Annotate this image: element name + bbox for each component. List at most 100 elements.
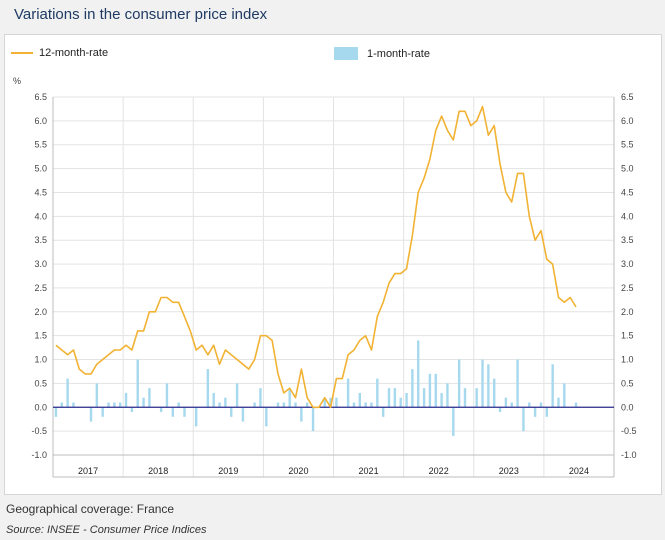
y-tick-label-right: 1.5 xyxy=(621,331,634,341)
legend-label-12-month-rate: 12-month-rate xyxy=(39,47,109,59)
y-tick-label-right: 5.5 xyxy=(621,140,634,150)
y-tick-label-left: 0.0 xyxy=(34,402,47,412)
monthly-bars xyxy=(54,340,578,436)
bar-1-month-rate xyxy=(159,407,163,413)
legend-label-1-month-rate: 1-month-rate xyxy=(367,47,430,60)
bar-1-month-rate xyxy=(574,402,578,408)
y-tick-label-right: 2.0 xyxy=(621,307,634,317)
x-year-label: 2023 xyxy=(499,466,519,476)
y-tick-label-right: -1.0 xyxy=(621,450,637,460)
bar-1-month-rate xyxy=(393,388,397,408)
bar-1-month-rate xyxy=(422,388,426,408)
bar-1-month-rate xyxy=(557,397,560,408)
x-year-label: 2019 xyxy=(218,466,238,476)
bar-1-month-rate xyxy=(294,402,297,408)
bar-1-month-rate xyxy=(487,364,490,408)
bar-1-month-rate xyxy=(241,407,245,422)
y-tick-label-right: 3.0 xyxy=(621,259,634,269)
y-unit-label: % xyxy=(13,76,21,86)
bar-1-month-rate xyxy=(376,378,379,408)
bar-1-month-rate xyxy=(352,402,356,408)
bar-1-month-rate xyxy=(411,369,414,408)
bar-1-month-rate xyxy=(463,388,467,408)
y-tick-label-right: 6.0 xyxy=(621,116,634,126)
bar-1-month-rate xyxy=(276,402,280,408)
bar-1-month-rate xyxy=(253,402,256,408)
bar-1-month-rate xyxy=(124,392,128,408)
y-tick-label-left: 2.5 xyxy=(34,283,47,293)
y-tick-label-right: 4.5 xyxy=(621,187,634,197)
bar-1-month-rate xyxy=(358,392,361,408)
y-tick-label-left: 5.5 xyxy=(34,140,47,150)
legend-bar-swatch xyxy=(334,47,358,60)
bar-1-month-rate xyxy=(265,407,268,427)
bar-1-month-rate xyxy=(428,373,432,408)
y-tick-label-left: 1.0 xyxy=(34,355,47,365)
y-tick-label-left: -0.5 xyxy=(31,426,47,436)
bar-1-month-rate xyxy=(335,397,338,408)
y-tick-label-right: 2.5 xyxy=(621,283,634,293)
legend-line-swatch xyxy=(11,52,33,54)
bar-1-month-rate xyxy=(475,388,478,408)
bar-1-month-rate xyxy=(224,397,227,408)
bar-1-month-rate xyxy=(528,402,531,408)
bar-1-month-rate xyxy=(545,407,548,417)
bar-1-month-rate xyxy=(370,402,373,408)
y-tick-label-left: 4.5 xyxy=(34,187,47,197)
bar-1-month-rate xyxy=(346,378,350,408)
bar-1-month-rate xyxy=(306,402,309,408)
bar-1-month-rate xyxy=(259,388,262,408)
bar-1-month-rate xyxy=(504,397,508,408)
y-tick-label-left: 0.5 xyxy=(34,378,47,388)
bar-1-month-rate xyxy=(551,364,554,408)
bar-1-month-rate xyxy=(235,383,239,408)
annual-line xyxy=(55,105,577,409)
bar-1-month-rate xyxy=(72,402,75,408)
bar-1-month-rate xyxy=(323,397,326,408)
page-title: Variations in the consumer price index xyxy=(14,6,268,23)
bar-1-month-rate xyxy=(481,359,484,408)
bar-1-month-rate xyxy=(282,402,286,408)
bar-1-month-rate xyxy=(498,407,502,413)
bar-1-month-rate xyxy=(136,359,139,408)
bar-1-month-rate xyxy=(329,397,332,408)
bar-1-month-rate xyxy=(405,392,408,408)
bar-1-month-rate xyxy=(95,383,99,408)
bar-1-month-rate xyxy=(311,407,315,432)
bar-1-month-rate xyxy=(417,340,420,408)
x-year-label: 2021 xyxy=(359,466,379,476)
bar-1-month-rate xyxy=(113,402,116,408)
legend-item-12-month-rate[interactable]: 12-month-rate xyxy=(11,47,108,59)
line-12-month-rate xyxy=(55,105,577,409)
bar-1-month-rate xyxy=(165,383,169,408)
bar-1-month-rate xyxy=(364,402,367,408)
bar-1-month-rate xyxy=(101,407,104,417)
bar-1-month-rate xyxy=(539,402,543,408)
bar-1-month-rate xyxy=(142,397,145,408)
x-year-label: 2018 xyxy=(148,466,168,476)
legend-item-1-month-rate[interactable]: 1-month-rate xyxy=(334,47,430,60)
bar-1-month-rate xyxy=(381,407,385,417)
y-tick-label-left: 1.5 xyxy=(34,331,47,341)
x-year-label: 2020 xyxy=(288,466,308,476)
y-tick-label-right: -0.5 xyxy=(621,426,637,436)
chart-labels: 6.5 6.5 6.0 6.0 5.5 5.5 5.0 5.0 4.5 4.5 4.0 4.0 3.5 3… xyxy=(13,76,637,476)
bar-1-month-rate xyxy=(399,397,402,408)
y-tick-label-right: 1.0 xyxy=(621,355,634,365)
bar-1-month-rate xyxy=(230,407,233,417)
bar-1-month-rate xyxy=(148,388,151,408)
bar-1-month-rate xyxy=(493,378,496,408)
bar-1-month-rate xyxy=(288,388,291,408)
bar-1-month-rate xyxy=(387,388,391,408)
y-tick-label-left: 5.0 xyxy=(34,164,47,174)
y-tick-label-right: 5.0 xyxy=(621,164,634,174)
bar-1-month-rate xyxy=(66,378,69,408)
bar-1-month-rate xyxy=(446,383,449,408)
bar-1-month-rate xyxy=(194,407,198,427)
bar-1-month-rate xyxy=(563,383,566,408)
y-tick-label-right: 0.0 xyxy=(621,402,634,412)
coverage-note: Geographical coverage: France xyxy=(6,502,175,516)
chart-axes xyxy=(52,97,615,478)
bar-1-month-rate xyxy=(533,407,537,417)
